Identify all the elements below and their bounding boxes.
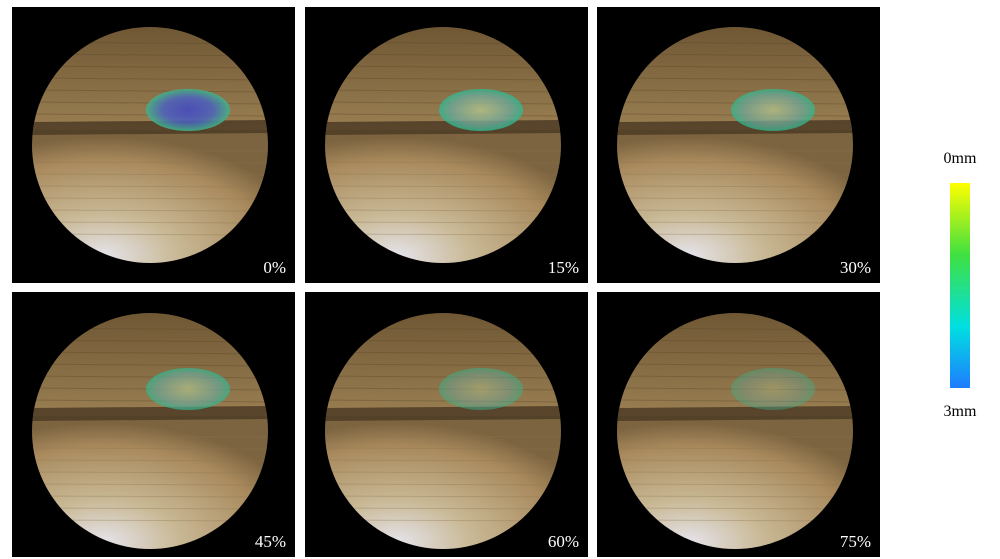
- image-panel: 0%: [12, 7, 295, 283]
- wood-grain: [325, 351, 561, 355]
- wood-grain: [325, 221, 561, 224]
- wood-grain: [32, 363, 268, 367]
- wood-seam: [32, 406, 268, 421]
- wood-grain: [617, 221, 853, 224]
- wood-grain: [325, 89, 561, 93]
- wood-grain: [325, 185, 561, 188]
- wood-seam: [32, 120, 268, 135]
- wood-grain: [32, 149, 268, 152]
- depth-overlay: [731, 89, 815, 131]
- panel-label: 45%: [255, 532, 286, 551]
- wood-seam: [617, 406, 853, 421]
- image-panel: 45%: [12, 292, 295, 557]
- wood-grain: [617, 471, 853, 474]
- scope-view: [325, 27, 561, 263]
- wood-seam: [617, 120, 853, 135]
- wood-grain: [325, 197, 561, 200]
- wood-grain: [617, 173, 853, 176]
- wood-grain: [32, 459, 268, 462]
- wood-grain: [325, 173, 561, 176]
- wood-grain: [325, 149, 561, 152]
- wood-grain: [617, 209, 853, 212]
- wood-grain: [617, 65, 853, 69]
- wood-grain: [617, 363, 853, 367]
- wood-grain: [617, 483, 853, 486]
- wood-grain: [32, 77, 268, 81]
- colorbar: [950, 183, 970, 388]
- panel-label: 75%: [840, 532, 871, 551]
- scope-view: [32, 27, 268, 263]
- wood-grain: [617, 507, 853, 510]
- wood-grain: [325, 77, 561, 81]
- wood-grain: [32, 173, 268, 176]
- depth-overlay: [146, 368, 230, 410]
- panel-label: 60%: [548, 532, 579, 551]
- wood-grain: [325, 447, 561, 450]
- wood-grain: [32, 221, 268, 224]
- wood-grain: [32, 399, 268, 403]
- wood-seam: [325, 120, 561, 135]
- image-panel: 30%: [597, 7, 880, 283]
- wood-grain: [325, 375, 561, 379]
- wood-grain: [617, 89, 853, 93]
- panel-label: 0%: [263, 258, 286, 277]
- wood-grain: [32, 483, 268, 486]
- wood-grain: [617, 197, 853, 200]
- wood-grain: [617, 447, 853, 450]
- panel-label: 30%: [840, 258, 871, 277]
- image-panel: 60%: [305, 292, 588, 557]
- wood-grain: [325, 161, 561, 164]
- wood-grain: [32, 471, 268, 474]
- wood-grain: [32, 197, 268, 200]
- depth-overlay: [439, 368, 523, 410]
- wood-grain: [325, 483, 561, 486]
- depth-overlay: [146, 89, 230, 131]
- wood-grain: [32, 89, 268, 93]
- wood-grain: [325, 435, 561, 438]
- wood-grain: [32, 495, 268, 498]
- scope-view: [617, 27, 853, 263]
- wood-grain: [617, 435, 853, 438]
- wood-grain: [325, 495, 561, 498]
- image-panel: 15%: [305, 7, 588, 283]
- depth-overlay: [731, 368, 815, 410]
- wood-grain: [617, 351, 853, 355]
- panel-label: 15%: [548, 258, 579, 277]
- wood-grain: [32, 447, 268, 450]
- wood-grain: [32, 351, 268, 355]
- scope-view: [32, 313, 268, 549]
- depth-overlay: [439, 89, 523, 131]
- wood-grain: [325, 459, 561, 462]
- wood-seam: [325, 406, 561, 421]
- wood-grain: [617, 495, 853, 498]
- wood-grain: [617, 185, 853, 188]
- wood-grain: [325, 65, 561, 69]
- wood-grain: [617, 375, 853, 379]
- wood-grain: [325, 507, 561, 510]
- wood-grain: [617, 399, 853, 403]
- wood-grain: [617, 77, 853, 81]
- wood-grain: [325, 209, 561, 212]
- colorbar-bottom-label: 3mm: [944, 403, 977, 420]
- wood-grain: [617, 149, 853, 152]
- wood-grain: [32, 507, 268, 510]
- colorbar-top-label: 0mm: [944, 150, 977, 167]
- scope-view: [617, 313, 853, 549]
- image-panel: 75%: [597, 292, 880, 557]
- scope-view: [325, 313, 561, 549]
- wood-grain: [32, 209, 268, 212]
- wood-grain: [32, 161, 268, 164]
- wood-grain: [32, 435, 268, 438]
- wood-grain: [32, 375, 268, 379]
- wood-grain: [617, 459, 853, 462]
- wood-grain: [325, 471, 561, 474]
- wood-grain: [325, 399, 561, 403]
- wood-grain: [617, 161, 853, 164]
- wood-grain: [325, 363, 561, 367]
- wood-grain: [32, 65, 268, 69]
- wood-grain: [32, 185, 268, 188]
